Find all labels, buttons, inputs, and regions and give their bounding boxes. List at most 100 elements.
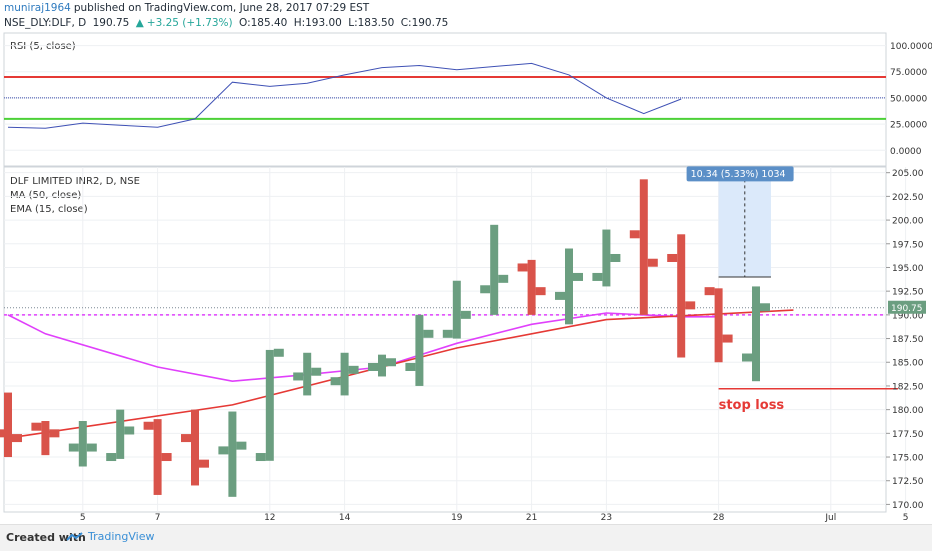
ohlc-bar-range — [228, 411, 237, 497]
measure-label-bg — [686, 166, 794, 182]
ohlc-bar-close — [161, 453, 172, 462]
ohlc-bar — [405, 314, 434, 386]
ohlc-bar-close — [236, 441, 247, 450]
price-tick-label: 177.50 — [892, 430, 924, 440]
rsi-pane — [3, 32, 887, 167]
publish-line: muniraj1964 published on TradingView.com,… — [4, 2, 372, 14]
ohlc-bar — [106, 409, 135, 462]
tradingview-logo[interactable]: TradingView — [66, 530, 154, 543]
ohlc-bar — [667, 234, 696, 358]
stop-loss-label: stop loss — [719, 398, 785, 413]
rsi-plot — [4, 45, 886, 151]
rsi-tick-label: 75.0000 — [890, 68, 927, 78]
ohlc-bar-range — [639, 179, 648, 315]
ma-legend: MA (50, close) — [10, 190, 81, 201]
ohlc-bar-close — [498, 274, 509, 283]
ohlc-bar-close — [311, 367, 322, 376]
ohlc-bar-open — [68, 443, 79, 452]
price-tick-label: 190.00 — [892, 311, 924, 321]
high-value: H:193.00 — [293, 17, 342, 29]
ohlc-bar-open — [181, 434, 191, 443]
last-price-label: 190.75 — [891, 304, 923, 314]
ohlc-bar-open — [368, 362, 378, 371]
ohlc-bar-close — [12, 434, 22, 443]
ohlc-bar-close — [348, 365, 359, 374]
ohlc-bar — [480, 224, 509, 315]
ohlc-bar — [368, 354, 396, 377]
ohlc-bar — [181, 409, 209, 486]
ohlc-bar — [68, 421, 97, 467]
ohlc-bar-range — [191, 409, 199, 486]
ohlc-bar — [293, 352, 322, 396]
price-tick-label: 187.50 — [892, 335, 924, 345]
price-change: +3.25 (+1.73%) — [146, 17, 233, 29]
ohlc-bar-open — [143, 421, 154, 430]
low-value: L:183.50 — [348, 17, 395, 29]
ohlc-bar-close — [647, 258, 658, 267]
chart-header: muniraj1964 published on TradingView.com,… — [0, 0, 932, 32]
ohlc-bar-range — [602, 229, 611, 287]
axes: 100.0000 75.0000 50.0000 25.0000 0.0000 205.0… — [80, 42, 932, 523]
open-value: O:185.40 — [238, 17, 288, 29]
change-up-icon: ▲ — [135, 17, 144, 29]
ohlc-bar-open — [742, 353, 752, 362]
ohlc-bar — [592, 229, 621, 287]
ohlc-bar-close — [760, 303, 770, 312]
ohlc-bar-range — [265, 349, 274, 461]
price-tick-label: 170.00 — [892, 501, 924, 511]
ohlc-line: NSE_DLY:DLF, D 190.75 ▲ +3.25 (+1.73%) O:… — [4, 17, 451, 29]
symbol-label: NSE_DLY:DLF, D — [4, 17, 87, 29]
ohlc-bar-range — [41, 421, 50, 456]
time-tick-label: 5 — [80, 513, 86, 523]
ohlc-bar-close — [722, 334, 733, 343]
ohlc-bar-range — [340, 352, 349, 396]
price-tick-label: 192.50 — [892, 288, 924, 298]
ohlc-bar-open — [255, 453, 266, 462]
ema-legend: EMA (15, close) — [10, 204, 88, 215]
ohlc-bar-close — [460, 310, 471, 319]
time-tick-label: 7 — [155, 513, 161, 523]
ohlc-bar — [218, 411, 247, 497]
publish-info: published on TradingView.com, June 28, 2… — [73, 2, 370, 14]
ohlc-bar-range — [153, 419, 162, 495]
ohlc-bar-open — [629, 230, 640, 239]
price-tick-label: 172.50 — [892, 477, 924, 487]
ohlc-bar-open — [31, 422, 42, 431]
rsi-tick-label: 50.0000 — [890, 94, 927, 104]
time-tick-label: Jul — [824, 513, 836, 523]
ohlc-bar-range — [415, 314, 424, 386]
ohlc-bar-range — [78, 421, 87, 467]
ohlc-bar — [255, 348, 284, 462]
ohlc-bar — [704, 287, 733, 363]
ohlc-bar-range — [378, 354, 386, 377]
time-tick-label: 19 — [451, 513, 463, 523]
ohlc-bar-range — [714, 288, 723, 363]
ohlc-bar — [555, 248, 583, 325]
ohlc-bar-close — [124, 426, 135, 435]
ohlc-bar — [517, 259, 546, 315]
ohlc-bar-range — [677, 234, 686, 358]
ohlc-bar-open — [592, 272, 603, 281]
footer-bar: Created with TradingView — [0, 524, 932, 551]
chart-canvas[interactable]: RSI (5, close) DLF LIMITED INR2, D, NSE … — [0, 0, 932, 524]
price-title: DLF LIMITED INR2, D, NSE — [10, 176, 140, 187]
ohlc-bar-open — [218, 446, 229, 455]
rsi-tick-label: 100.0000 — [890, 42, 932, 52]
ohlc-bar-open — [667, 253, 678, 262]
rsi-tick-label: 25.0000 — [890, 121, 927, 131]
author-link[interactable]: muniraj1964 — [4, 2, 71, 14]
price-tick-label: 200.00 — [892, 217, 924, 227]
price-tick-label: 175.00 — [892, 454, 924, 464]
ohlc-bar-open — [442, 329, 453, 338]
ohlc-bar-close — [86, 443, 97, 452]
ohlc-bar-close — [535, 287, 546, 296]
last-price: 190.75 — [92, 17, 130, 29]
time-tick-label: 28 — [713, 513, 725, 523]
ohlc-bar-close — [610, 253, 621, 262]
rsi-tick-label: 0.0000 — [890, 147, 922, 157]
ohlc-bar-close — [685, 301, 696, 310]
ohlc-bar-open — [0, 429, 4, 438]
ohlc-bar-range — [565, 248, 573, 325]
ohlc-bar-open — [555, 291, 565, 300]
tradingview-brand: TradingView — [88, 530, 155, 543]
